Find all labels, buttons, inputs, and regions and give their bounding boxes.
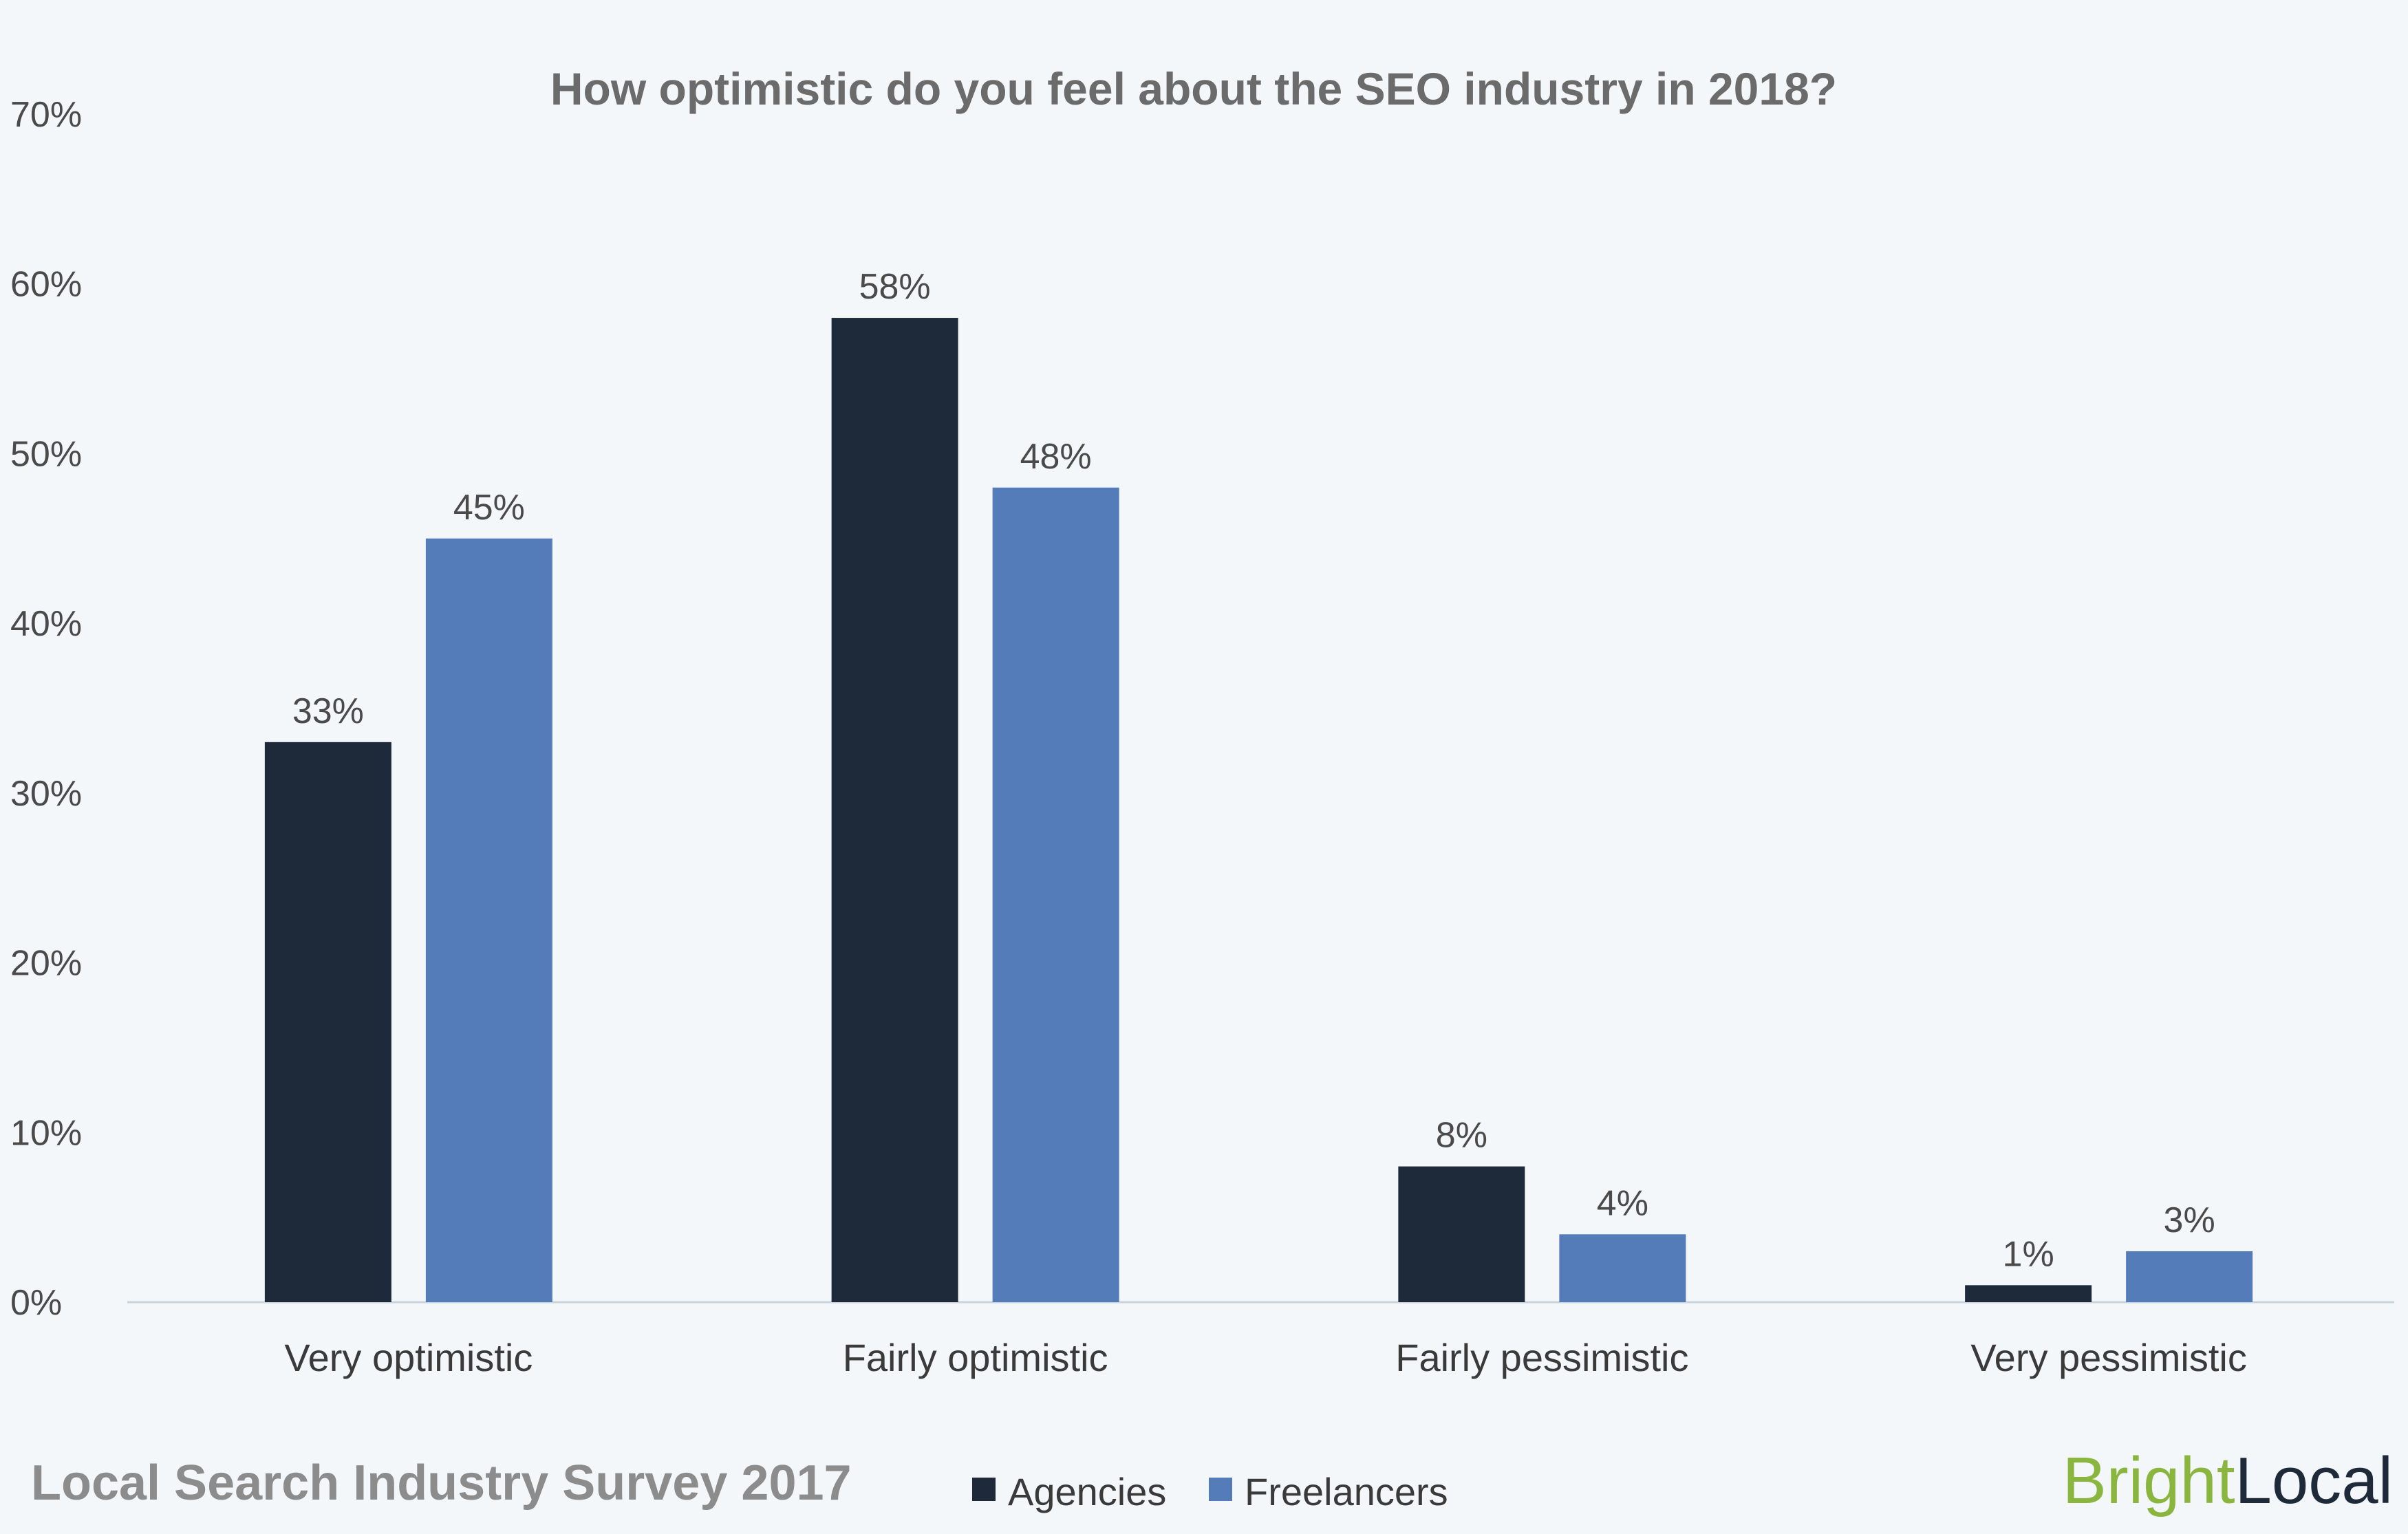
y-tick-label: 70% [10, 95, 82, 135]
data-label: 58% [859, 267, 931, 307]
data-label: 4% [1597, 1183, 1648, 1223]
brand-logo-part1: Bright [2063, 1444, 2235, 1517]
y-tick-label: 50% [10, 434, 82, 474]
y-tick-label: 40% [10, 604, 82, 644]
bar-freelancers-1 [992, 487, 1119, 1302]
legend-swatch-agencies [972, 1478, 996, 1501]
data-label: 48% [1020, 437, 1092, 477]
brand-logo: BrightLocal [2063, 1444, 2393, 1517]
y-tick-label: 0% [10, 1283, 62, 1323]
legend-swatch-freelancers [1209, 1478, 1232, 1501]
y-tick-label: 30% [10, 774, 82, 814]
data-label: 45% [453, 488, 525, 528]
x-tick-label: Fairly pessimistic [1395, 1336, 1688, 1379]
x-axis: Very optimistic Fairly optimistic Fairly p… [284, 1336, 2246, 1379]
legend-label-freelancers: Freelancers [1245, 1470, 1448, 1513]
bar-group: 33% 45% 58% 48% 8% 4% 1% 3% [264, 267, 2253, 1303]
bar-agencies-1 [831, 318, 958, 1302]
brand-logo-part2: Local [2235, 1444, 2394, 1517]
legend: Agencies Freelancers [972, 1470, 1448, 1513]
x-tick-label: Very pessimistic [1970, 1336, 2246, 1379]
legend-label-agencies: Agencies [1008, 1470, 1166, 1513]
y-tick-label: 60% [10, 265, 82, 305]
x-tick-label: Fairly optimistic [843, 1336, 1108, 1379]
bar-freelancers-3 [2126, 1251, 2253, 1302]
data-label: 8% [1436, 1116, 1487, 1156]
y-tick-label: 10% [10, 1113, 82, 1153]
bar-freelancers-2 [1559, 1234, 1686, 1302]
bar-agencies-2 [1398, 1166, 1525, 1302]
y-tick-label: 20% [10, 944, 82, 984]
x-tick-label: Very optimistic [284, 1336, 533, 1379]
chart-title: How optimistic do you feel about the SEO… [550, 63, 1837, 114]
data-label: 1% [2003, 1234, 2054, 1274]
survey-title: Local Search Industry Survey 2017 [31, 1456, 852, 1511]
y-axis: 0% 10% 20% 30% 40% 50% 60% 70% [10, 95, 82, 1323]
bar-agencies-0 [264, 742, 391, 1302]
data-label: 33% [292, 691, 364, 731]
data-label: 3% [2164, 1200, 2215, 1240]
bar-agencies-3 [1965, 1285, 2092, 1302]
bar-freelancers-0 [425, 538, 552, 1303]
